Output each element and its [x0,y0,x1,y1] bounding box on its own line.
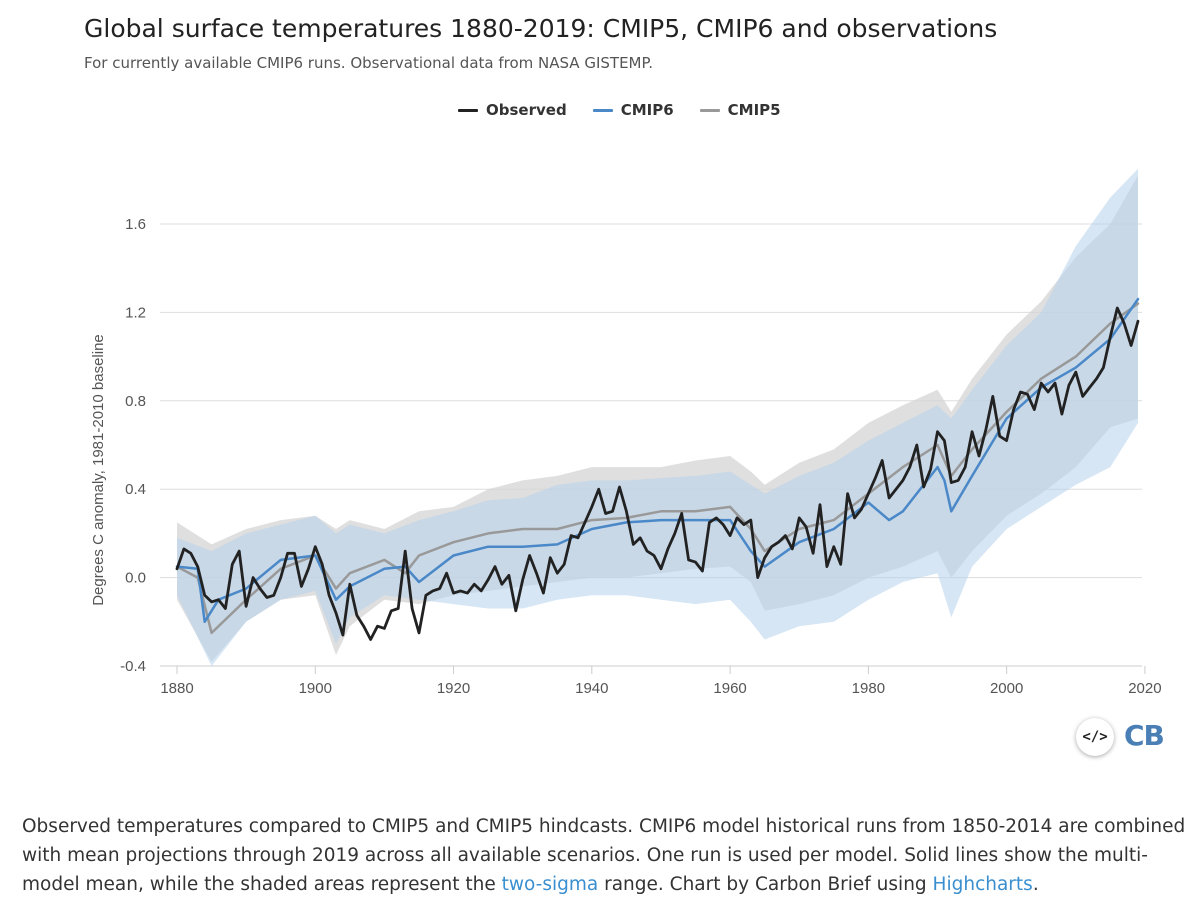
x-tick-label: 1980 [852,680,885,697]
chart-plot: -0.4 0.0 0.4 0.8 1.2 1.6 1880 1900 1920 1940 1960 1… [90,168,1162,697]
chart-legend: Observed CMIP6 CMIP5 [458,101,781,119]
cmip6-range-band [177,168,1138,666]
carbon-brief-logo: CB [1124,719,1165,752]
chart-title: Global surface temperatures 1880-2019: C… [84,14,998,43]
caption-text-2: range. Chart by Carbon Brief using [598,874,933,895]
legend-swatch-cmip5 [699,108,720,112]
observed-line [175,306,1140,641]
x-tick-label: 1880 [160,680,193,697]
legend-swatch-observed [458,108,478,112]
x-tick-label: 1920 [437,680,470,697]
cmip5-line [175,302,1140,635]
caption-text-1: Observed temperatures compared to CMIP5 … [22,816,1186,895]
y-tick-label: 1.6 [125,216,146,233]
two-sigma-link[interactable]: two-sigma [501,874,599,895]
x-tick-label: 1940 [575,680,608,697]
legend-swatch-cmip6 [592,108,613,112]
chart-subtitle: For currently available CMIP6 runs. Obse… [84,54,653,72]
caption-text-3: . [1032,874,1039,895]
y-tick-label: -0.4 [120,658,146,675]
legend-item-observed[interactable]: Observed [458,101,567,119]
axis-layer: -0.4 0.0 0.4 0.8 1.2 1.6 1880 1900 1920 1940 1960 1… [120,216,1161,697]
y-tick-label: 1.2 [125,304,146,321]
code-embed-icon[interactable]: </> [1076,718,1114,756]
y-tick-label: 0.8 [125,393,146,410]
legend-label-cmip6: CMIP6 [620,101,674,119]
x-tick-label: 2000 [990,680,1023,697]
highcharts-link[interactable]: Highcharts [932,874,1033,895]
line-layer [175,297,1140,641]
legend-label-cmip5: CMIP5 [727,101,781,119]
band-layer [177,168,1138,666]
legend-item-cmip6[interactable]: CMIP6 [592,101,674,119]
x-tick-label: 2020 [1128,680,1161,697]
cmip6-line [175,297,1140,624]
y-tick-label: 0.0 [125,570,146,587]
chart-caption: Observed temperatures compared to CMIP5 … [22,812,1192,899]
legend-item-cmip5[interactable]: CMIP5 [699,101,781,119]
y-axis-title: Degrees C anomaly, 1981-2010 baseline [90,334,107,606]
legend-label-observed: Observed [486,101,567,119]
x-tick-label: 1900 [299,680,332,697]
y-tick-label: 0.4 [125,481,146,498]
x-tick-label: 1960 [713,680,746,697]
